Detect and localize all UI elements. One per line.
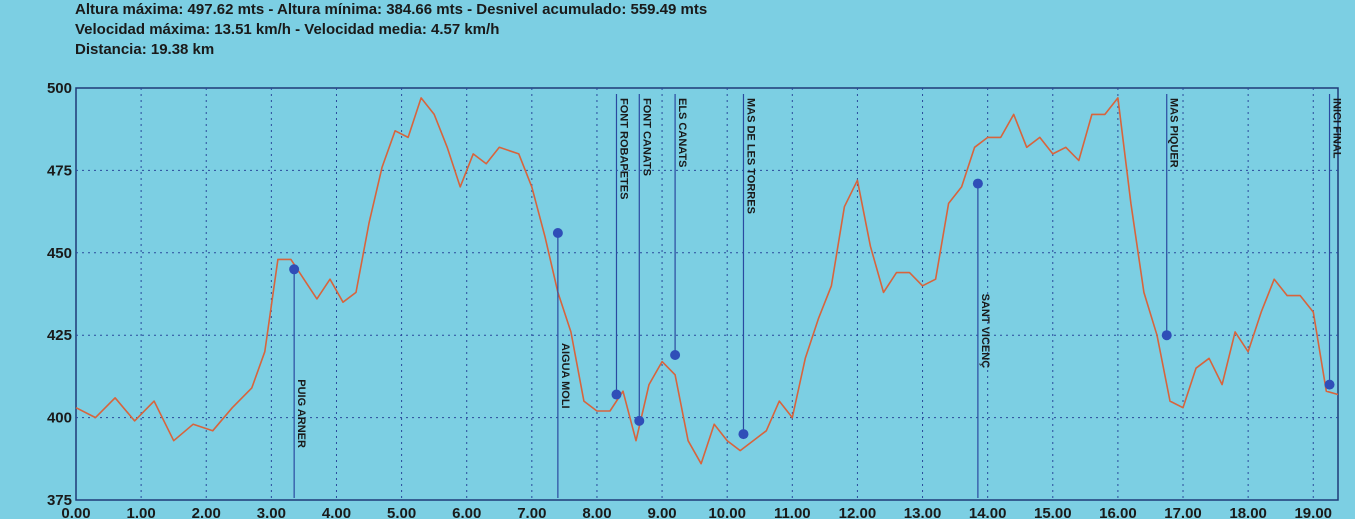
header-distance-summary: Distancia: 19.38 km	[75, 41, 215, 58]
y-tick-label: 500	[47, 80, 72, 97]
x-tick-label: 7.00	[517, 505, 546, 519]
waypoint-marker	[611, 389, 622, 400]
waypoint-label: PUIG ARNER	[295, 379, 307, 448]
x-tick-label: 13.00	[904, 505, 942, 519]
x-tick-label: 10.00	[708, 505, 746, 519]
x-tick-label: 8.00	[582, 505, 611, 519]
x-tick-label: 12.00	[839, 505, 877, 519]
x-tick-label: 0.00	[61, 505, 90, 519]
y-tick-label: 400	[47, 410, 72, 427]
waypoint-marker	[552, 228, 563, 239]
x-tick-label: 5.00	[387, 505, 416, 519]
waypoint-marker	[289, 264, 300, 275]
header-altitude-summary: Altura máxima: 497.62 mts - Altura mínim…	[75, 1, 708, 18]
plot-frame	[75, 87, 1339, 501]
waypoint-label: FONT CANATS	[640, 98, 652, 176]
waypoint-layer: PUIG ARNER AIGUA MOLI FONT ROBAPETES FONT C…	[289, 94, 1343, 498]
x-tick-label: 14.00	[969, 505, 1007, 519]
x-tick-label: 6.00	[452, 505, 481, 519]
waypoint-marker	[670, 349, 681, 360]
x-tick-label: 16.00	[1099, 505, 1137, 519]
x-tick-label: 9.00	[647, 505, 676, 519]
x-tick-label: 3.00	[257, 505, 286, 519]
waypoint-label: ELS CANATS	[676, 98, 688, 167]
waypoint-label: FONT ROBAPETES	[617, 98, 629, 199]
x-tick-label: 19.00	[1294, 505, 1332, 519]
waypoint-marker	[634, 415, 645, 426]
waypoint-label: AIGUA MOLI	[559, 343, 571, 409]
y-tick-label: 425	[47, 327, 72, 344]
y-tick-label: 475	[47, 162, 72, 179]
waypoint-marker	[738, 429, 749, 440]
line-layer	[75, 97, 1339, 465]
x-tick-label: 11.00	[774, 505, 811, 519]
x-tick-label: 4.00	[322, 505, 351, 519]
x-tick-label: 17.00	[1164, 505, 1202, 519]
waypoint-label: SANT VICENÇ	[979, 294, 991, 369]
grid-layer	[75, 87, 1339, 501]
x-tick-label: 18.00	[1229, 505, 1267, 519]
header-speed-summary: Velocidad máxima: 13.51 km/h - Velocidad…	[75, 21, 500, 38]
waypoint-label: INICI FINAL	[1331, 98, 1343, 159]
waypoint-label: MAS PIQUER	[1168, 98, 1180, 168]
x-tick-label: 1.00	[127, 505, 156, 519]
axis-layer: 0.00 1.00 2.00 3.00 4.00 5.00 6.00 7.00 8.00 9.00…	[47, 80, 1332, 519]
x-tick-label: 2.00	[192, 505, 221, 519]
y-tick-label: 450	[47, 245, 72, 262]
waypoint-label: MAS DE LES TORRES	[744, 98, 756, 214]
waypoint-marker	[1324, 379, 1335, 390]
y-tick-label: 375	[47, 492, 72, 509]
elevation-profile-line	[75, 97, 1339, 465]
waypoint-marker	[1161, 330, 1172, 341]
x-tick-label: 15.00	[1034, 505, 1072, 519]
waypoint-marker	[972, 178, 983, 189]
